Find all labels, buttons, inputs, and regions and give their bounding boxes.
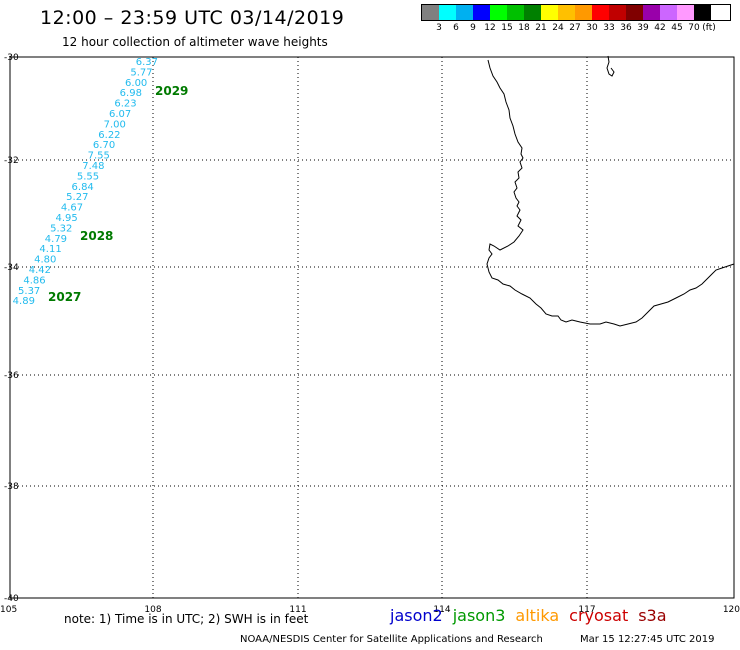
latitude-label: -38	[4, 482, 19, 492]
island-outline	[606, 55, 615, 77]
wave-height-value: 4.67	[61, 203, 83, 214]
legend-label: 21	[535, 23, 547, 33]
latitude-label: -40	[4, 594, 19, 604]
longitude-label: 117	[578, 605, 595, 615]
legend-swatch	[677, 5, 694, 20]
legend-label: 3	[436, 23, 442, 33]
pass-id-labels: 2029 2028 2027	[48, 84, 188, 304]
wave-height-value: 7.00	[104, 119, 126, 130]
satellite-name: s3a	[638, 606, 667, 625]
legend-swatch	[558, 5, 575, 20]
wave-height-value: 4.89	[13, 296, 35, 307]
map-grid	[10, 57, 734, 598]
pass-id-label: 2028	[80, 229, 113, 243]
legend-swatch	[609, 5, 626, 20]
longitude-label: 108	[144, 605, 161, 615]
legend-swatches	[421, 4, 731, 21]
legend-label: 18	[518, 23, 530, 33]
legend-label: 27	[569, 23, 581, 33]
wave-height-value: 5.32	[50, 223, 72, 234]
wave-height-value: 4.95	[55, 213, 77, 224]
satellite-legend: jason2 jason3 altika cryosat s3a	[390, 606, 677, 625]
map-subtitle: 12 hour collection of altimeter wave hei…	[62, 35, 328, 49]
latitude-label: -30	[4, 53, 19, 63]
legend-unit: (ft)	[702, 23, 716, 33]
pass-id-label: 2029	[155, 84, 188, 98]
map-title: 12:00 – 23:59 UTC 03/14/2019	[40, 7, 345, 29]
wave-height-value: 6.70	[93, 140, 115, 151]
legend-swatch	[626, 5, 643, 20]
wave-height-value: 4.86	[23, 275, 45, 286]
legend-label: 30	[586, 23, 598, 33]
wave-height-value: 6.98	[120, 88, 142, 99]
legend-swatch	[660, 5, 677, 20]
legend-label: 42	[654, 23, 666, 33]
legend-swatch	[541, 5, 558, 20]
legend-label: 39	[637, 23, 649, 33]
credit-line: NOAA/NESDIS Center for Satellite Applica…	[240, 634, 543, 645]
legend-swatch	[592, 5, 609, 20]
latitude-label: -34	[4, 263, 19, 273]
wave-height-value: 7.55	[88, 151, 110, 162]
australia-coastline	[486, 59, 735, 327]
wave-height-value: 5.55	[77, 171, 99, 182]
legend-swatch	[507, 5, 524, 20]
map-frame	[9, 56, 735, 599]
legend-label: 15	[501, 23, 513, 33]
longitude-labels: 105 108 111 114 117 120	[0, 605, 740, 615]
wave-height-value: 6.37	[136, 57, 158, 68]
generated-timestamp: Mar 15 12:27:45 UTC 2019	[580, 634, 715, 645]
legend-swatch	[575, 5, 592, 20]
wave-height-value: 4.11	[39, 244, 61, 255]
legend-swatch	[473, 5, 490, 20]
wave-height-value: 4.42	[29, 265, 51, 276]
wave-height-value: 5.77	[130, 67, 152, 78]
wave-height-value: 6.07	[109, 109, 131, 120]
legend-swatch	[490, 5, 507, 20]
wave-height-value: 5.27	[66, 192, 88, 203]
legend-swatch	[643, 5, 660, 20]
legend-label: 6	[453, 23, 459, 33]
wave-height-value: 6.84	[72, 182, 94, 193]
legend-label: 12	[484, 23, 496, 33]
legend-label: 70	[688, 23, 700, 33]
longitude-label: 105	[0, 605, 17, 615]
longitude-label: 114	[433, 605, 450, 615]
legend-swatch	[439, 5, 456, 20]
legend-label: 24	[552, 23, 564, 33]
latitude-label: -36	[4, 371, 19, 381]
wave-height-value: 6.22	[98, 130, 120, 141]
legend-swatch	[422, 5, 439, 20]
satellite-name: cryosat	[569, 606, 629, 625]
legend-swatch	[456, 5, 473, 20]
legend-label: 33	[603, 23, 615, 33]
longitude-label: 111	[289, 605, 306, 615]
legend-label: 9	[470, 23, 476, 33]
wave-height-value: 7.48	[82, 161, 104, 172]
footnote: note: 1) Time is in UTC; 2) SWH is in fe…	[64, 612, 309, 626]
wave-height-value: 6.23	[114, 99, 136, 110]
legend-labels: 3 6 9 12 15 18 21 24 27 30 33 36 39 42 45 70 (ft)	[421, 23, 731, 37]
latitude-label: -32	[4, 156, 19, 166]
latitude-labels: -30 -32 -34 -36 -38 -40	[4, 53, 19, 604]
satellite-name: altika	[515, 606, 560, 625]
legend-label: 45	[671, 23, 683, 33]
wave-height-value: 4.79	[45, 234, 67, 245]
color-legend: 3 6 9 12 15 18 21 24 27 30 33 36 39 42 45 70 (ft)	[421, 4, 731, 37]
legend-swatch	[524, 5, 541, 20]
wave-height-value: 6.00	[125, 78, 147, 89]
pass-id-label: 2027	[48, 290, 81, 304]
wave-height-value: 4.80	[34, 255, 56, 266]
satellite-name: jason2	[390, 606, 443, 625]
legend-label: 36	[620, 23, 632, 33]
satellite-name: jason3	[452, 606, 506, 625]
longitude-label: 120	[723, 605, 740, 615]
wave-height-labels: 6.375.776.006.986.236.077.006.226.707.55…	[13, 57, 158, 307]
wave-height-value: 5.37	[18, 286, 40, 297]
legend-swatch	[694, 5, 711, 20]
